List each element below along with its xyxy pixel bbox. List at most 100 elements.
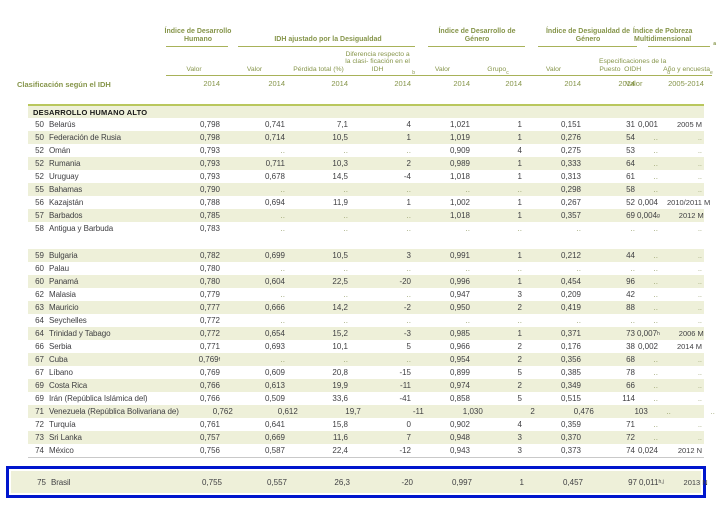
loss-cell: 19,9: [332, 381, 348, 390]
mpi-value-cell: ..: [653, 133, 658, 142]
gii-rank-cell: 68: [626, 355, 635, 364]
gdi-value-cell: ..: [465, 316, 470, 325]
gii-rank-cell: 103: [634, 407, 648, 416]
table-row: 52 Rumania 0,793 0,711 10,3 2 0,989 1 0,…: [28, 157, 704, 170]
table-row: 67 Cuba 0,769 f .. .. .. 0,954 2 0,356 68…: [28, 353, 704, 366]
rank-difference-cell: -4: [403, 172, 411, 181]
mpi-year-cell: ..: [697, 251, 702, 260]
country-cell: Serbia: [49, 342, 72, 351]
hdi-value-cell: 0,793: [199, 146, 220, 155]
rank-cell: 60: [35, 264, 44, 273]
mpi-value-cell: ..: [653, 381, 658, 390]
gdi-value-cell: ..: [465, 185, 470, 194]
gdi-value-cell: 1,021: [449, 120, 470, 129]
column-underline: [350, 75, 413, 76]
ihdi-value-cell: 0,609: [264, 368, 285, 377]
table-row: 55 Bahamas 0,790 .. .. .. .. .. 0,298 58…: [28, 183, 704, 196]
gdi-value-cell: 0,902: [449, 420, 470, 429]
gii-value-cell: 0,356: [560, 355, 581, 364]
gii-value-cell: 0,275: [560, 146, 581, 155]
loss-cell: ..: [343, 211, 348, 220]
gii-rank-cell: 78: [626, 368, 635, 377]
hdi-value-cell: 0,779: [199, 290, 220, 299]
gdi-group-cell: 2: [517, 342, 522, 351]
gii-rank-cell: 44: [626, 251, 635, 260]
gdi-group-cell: 1: [517, 198, 522, 207]
mpi-year-cell: ..: [697, 133, 702, 142]
loss-cell: 22,5: [332, 277, 348, 286]
gii-value-cell: 0,454: [560, 277, 581, 286]
rank-cell: 52: [35, 146, 44, 155]
gdi-value-cell: 0,947: [449, 290, 470, 299]
gii-rank-cell: 88: [626, 303, 635, 312]
column-underline: [222, 75, 287, 76]
gdi-group-cell: 3: [517, 446, 522, 455]
hdi-value-cell: 0,788: [199, 198, 220, 207]
loss-cell: 15,2: [332, 329, 348, 338]
rank-cell: 67: [35, 355, 44, 364]
mpi-value-cell: 0,004: [637, 198, 658, 207]
rank-difference-cell: -11: [400, 381, 411, 390]
gdi-value-cell: 1,019: [449, 133, 470, 142]
gdi-group-cell: 2: [517, 381, 522, 390]
gii-value-cell: 0,419: [560, 303, 581, 312]
gii-rank-cell: 58: [626, 185, 635, 194]
loss-cell: 11,6: [333, 433, 348, 442]
ihdi-value-cell: 0,613: [264, 381, 285, 390]
hdi-value-cell: 0,766: [199, 381, 220, 390]
gii-rank-cell: 61: [626, 172, 635, 181]
ihdi-value-cell: 0,694: [264, 198, 285, 207]
column-subheader: Valor: [434, 65, 451, 73]
table-row: 71 Venezuela (República Bolivariana de) …: [28, 405, 715, 418]
rank-difference-cell: 0: [406, 420, 411, 429]
gii-value-cell: 0,515: [560, 394, 581, 403]
gii-rank-cell: ..: [630, 264, 635, 273]
hdi-value-cell: 0,793: [199, 172, 220, 181]
gii-value-cell: 0,357: [560, 211, 581, 220]
rank-difference-cell: 2: [406, 159, 411, 168]
mpi-year-cell: ..: [697, 420, 702, 429]
gdi-group-cell: ..: [517, 264, 522, 273]
gdi-value-cell: 1,018: [449, 172, 470, 181]
group-title-gdi: Índice de Desarrollo de Género: [438, 28, 516, 43]
hdi-value-cell: 0,782: [199, 251, 220, 260]
gdi-value-cell: 0,989: [449, 159, 470, 168]
gii-value-cell: ..: [576, 316, 581, 325]
gdi-value-cell: 0,899: [449, 368, 470, 377]
rank-difference-cell: 4: [406, 120, 411, 129]
ihdi-value-cell: 0,604: [264, 277, 285, 286]
hdi-value-cell: 0,785: [199, 211, 220, 220]
column-underline: [166, 75, 222, 76]
column-subheader: Valor: [545, 65, 562, 73]
column-subheader: Especificaciones de la OIDH d: [598, 58, 670, 76]
hdi-value-cell: 0,772: [199, 316, 220, 325]
gdi-group-cell: 4: [517, 420, 522, 429]
rank-difference-cell: ..: [406, 290, 411, 299]
mpi-value-cell: 0,002: [637, 342, 658, 351]
column-subheader: Valor: [186, 65, 202, 73]
country-cell: Omán: [49, 146, 71, 155]
rank-cell: 69: [35, 394, 44, 403]
column-year-label: 2014: [331, 79, 348, 88]
rank-cell: 52: [35, 172, 44, 181]
gdi-group-cell: 1: [517, 277, 522, 286]
ihdi-value-cell: 0,557: [266, 477, 287, 487]
loss-cell: 7,1: [336, 120, 348, 129]
mpi-value-cell: 0,024: [637, 446, 658, 455]
mpi-year-cell: ..: [697, 172, 702, 181]
gdi-value-cell: 0,991: [449, 251, 470, 260]
column-subheader: Pérdida total (%): [293, 65, 344, 73]
column-year-label: 2014: [618, 79, 635, 88]
ihdi-value-cell: 0,669: [264, 433, 285, 442]
country-cell: Bulgaria: [49, 251, 78, 260]
rank-cell: 59: [35, 251, 44, 260]
rank-cell: 73: [35, 433, 44, 442]
rank-cell: 63: [35, 303, 44, 312]
mpi-value-cell: ..: [666, 407, 671, 416]
country-cell: Cuba: [49, 355, 68, 364]
table-block-1: 50 Belarús 0,798 0,741 7,1 4 1,021 1 0,1…: [28, 118, 710, 235]
mpi-year-cell: ..: [697, 368, 702, 377]
table-row: 50 Belarús 0,798 0,741 7,1 4 1,021 1 0,1…: [28, 118, 704, 131]
column-underline: [287, 75, 350, 76]
table-block-2: 59 Bulgaria 0,782 0,699 10,5 3 0,991 1 0…: [28, 249, 715, 458]
